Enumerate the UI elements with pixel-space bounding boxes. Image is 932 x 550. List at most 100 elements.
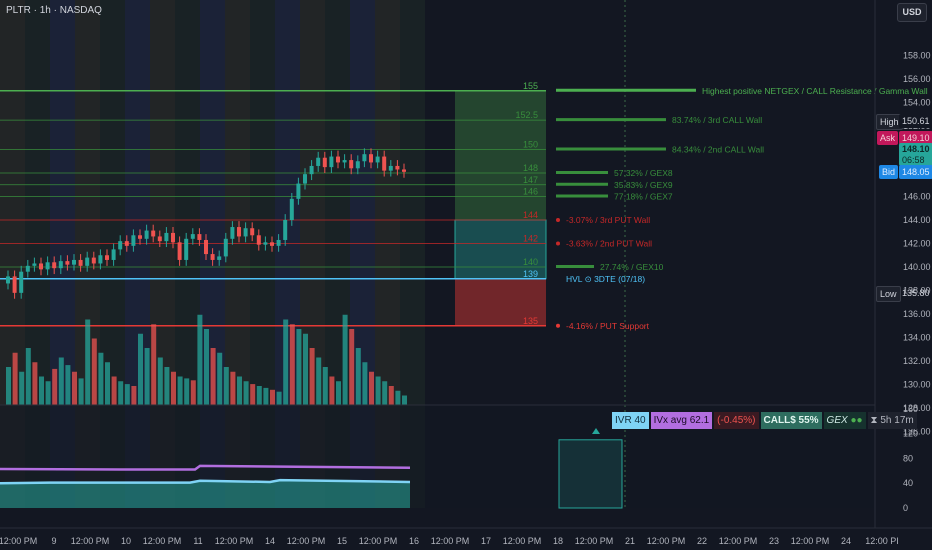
price-tick: 154.00 <box>903 98 931 108</box>
volume-bar <box>144 348 150 405</box>
level-label: -3.07% / 3rd PUT Wall <box>566 215 650 225</box>
level-strike: 147 <box>523 175 538 185</box>
candle-body <box>78 259 83 266</box>
volume-bar <box>98 352 104 405</box>
candle-body <box>303 174 307 184</box>
level-label: 84.34% / 2nd CALL Wall <box>672 145 764 155</box>
candle-body <box>111 249 116 260</box>
ivx-line <box>0 464 411 471</box>
time-tick: 18 <box>553 536 563 546</box>
candle-body <box>177 242 182 260</box>
candle-body <box>131 235 136 246</box>
level-label: -3.63% / 2nd PUT Wall <box>566 239 652 249</box>
price-tick: 156.00 <box>903 74 931 84</box>
level-label: 77.18% / GEX7 <box>614 192 673 202</box>
volume-bar <box>250 384 256 405</box>
price-tick: 136.00 <box>903 309 931 319</box>
bar-countdown: 06:58 <box>902 155 925 165</box>
candle-body <box>171 232 175 243</box>
price-tick: 128.00 <box>903 403 931 413</box>
volume-bar <box>6 367 11 405</box>
volume-bar <box>382 381 388 405</box>
price-tick: 126.00 <box>903 427 931 437</box>
candle-body <box>25 265 30 272</box>
bid-label: Bid <box>879 165 899 179</box>
candle-body <box>256 235 261 245</box>
candle-body <box>263 242 268 245</box>
level-label: 35.83% / GEX9 <box>614 180 673 190</box>
level-strike: 142 <box>523 234 538 244</box>
candle-body <box>223 238 228 257</box>
price-tick: 144.00 <box>903 215 931 225</box>
candle-body <box>322 157 327 168</box>
volume-bar <box>111 376 117 405</box>
low-label: Low <box>876 286 901 302</box>
candle-body <box>85 257 90 266</box>
gex-dot-icon: ● <box>856 415 863 426</box>
candle-body <box>52 262 57 269</box>
candle-body <box>19 271 24 293</box>
volume-bar <box>171 371 176 405</box>
time-tick: 22 <box>697 536 707 546</box>
gex-bar <box>556 265 594 268</box>
volume-bar <box>210 348 216 405</box>
timer-value: 5h 17m <box>880 415 914 426</box>
volume-bar <box>342 314 348 405</box>
candle-body <box>190 234 195 239</box>
gex-label: GEX <box>826 415 848 426</box>
volume-bar <box>197 314 203 405</box>
gex-bar <box>556 171 608 174</box>
level-strike: 135 <box>523 316 538 326</box>
volume-bar <box>52 368 58 405</box>
volume-bar <box>283 319 289 405</box>
time-tick: 12:00 PM <box>719 536 758 546</box>
candle-body <box>362 154 367 162</box>
level-strike: 146 <box>523 187 538 197</box>
candle-body <box>289 198 294 220</box>
volume-bar <box>402 395 407 405</box>
current-price: 148.10 <box>902 144 930 154</box>
price-tick: 138.00 <box>903 286 931 296</box>
price-tick: 140.00 <box>903 262 931 272</box>
candle-body <box>157 236 162 242</box>
candle-body <box>382 156 387 171</box>
level-strike: 155 <box>523 81 538 91</box>
volume-bar <box>151 324 157 405</box>
indicator-tick: 160 <box>903 404 918 414</box>
change-badge: (-0.45%) <box>714 412 759 429</box>
level-strike: 140 <box>523 257 538 267</box>
price-tick: 146.00 <box>903 192 931 202</box>
candle-body <box>184 238 189 260</box>
candle-body <box>105 255 109 260</box>
candle-body <box>138 235 142 239</box>
candle-body <box>349 160 354 169</box>
candle-body <box>65 261 70 265</box>
level-label: HVL ⊙ 3DTE (07/18) <box>566 274 645 284</box>
volume-bar <box>184 378 190 405</box>
time-tick: 12:00 PM <box>503 536 542 546</box>
time-tick: 14 <box>265 536 275 546</box>
time-tick: 12:00 PM <box>287 536 326 546</box>
high-value: 150.61 <box>899 114 932 128</box>
hourglass-icon: ⧗ <box>870 415 878 426</box>
candle-body <box>144 230 149 239</box>
ivx-badge: IVx avg 62.1 <box>650 412 713 429</box>
put-zone <box>455 278 546 326</box>
time-tick: 15 <box>337 536 347 546</box>
volume-bar <box>45 381 51 405</box>
indicator-tick: 120 <box>903 429 918 439</box>
time-tick: 12:00 PM <box>575 536 614 546</box>
volume-bar <box>105 362 110 405</box>
call-zone <box>455 90 546 220</box>
candle-body <box>164 232 169 242</box>
time-tick: 12:00 PM <box>791 536 830 546</box>
gex-bar <box>556 88 696 92</box>
volume-bar <box>12 352 18 405</box>
volume-bar <box>78 378 84 405</box>
price-tick: 132.00 <box>903 356 931 366</box>
price-tick: 130.00 <box>903 380 931 390</box>
time-tick: 24 <box>841 536 851 546</box>
time-tick: 12:00 PM <box>359 536 398 546</box>
currency-button[interactable]: USD <box>897 3 927 22</box>
